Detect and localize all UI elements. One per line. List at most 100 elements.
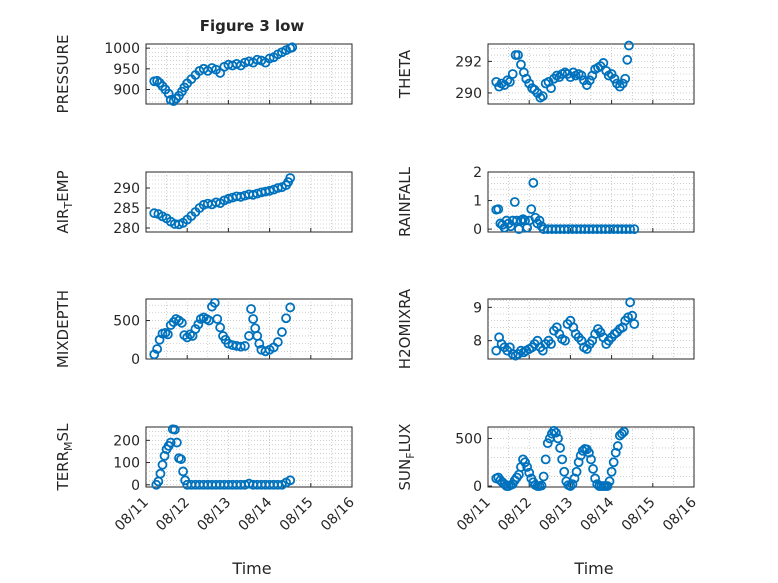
data-point bbox=[176, 317, 187, 328]
y-tick-label: 900 bbox=[113, 83, 140, 99]
y-tick-label: 0 bbox=[473, 222, 482, 238]
data-point bbox=[617, 428, 627, 439]
y-axis-label: H2OMIXRA bbox=[396, 288, 414, 369]
y-tick-label: 9 bbox=[473, 300, 482, 316]
data-point bbox=[606, 466, 617, 477]
data-point bbox=[272, 183, 283, 193]
y-axis-label-part: AIR bbox=[54, 209, 72, 234]
data-point bbox=[155, 468, 166, 479]
data-point bbox=[285, 475, 296, 486]
y-tick-label: 950 bbox=[113, 62, 140, 78]
data-point bbox=[546, 83, 556, 94]
x-axis-label-right: Time bbox=[573, 559, 613, 578]
data-point bbox=[513, 50, 523, 60]
data-point bbox=[165, 437, 176, 448]
data-point bbox=[546, 339, 556, 349]
data-point bbox=[168, 96, 179, 107]
y-tick-label: 0 bbox=[131, 352, 140, 368]
data-point bbox=[281, 313, 291, 324]
subplot-air-temp: 280 285 290 AIRTEMP bbox=[54, 170, 353, 237]
data-point bbox=[590, 473, 601, 484]
data-point bbox=[149, 349, 160, 360]
data-point bbox=[526, 204, 537, 215]
data-point bbox=[590, 329, 601, 339]
data-point bbox=[193, 319, 204, 330]
x-tick-label: 08/15 bbox=[277, 495, 317, 535]
data-point bbox=[560, 335, 570, 346]
data-point bbox=[608, 457, 619, 468]
data-point bbox=[595, 327, 606, 338]
y-axis-label-subscript: M bbox=[62, 441, 75, 451]
data-point bbox=[575, 450, 586, 461]
data-point bbox=[520, 457, 530, 468]
x-tick-label: 08/12 bbox=[495, 495, 535, 535]
data-point bbox=[609, 73, 620, 84]
y-tick-label: 100 bbox=[113, 456, 140, 472]
data-point bbox=[576, 70, 587, 81]
y-tick-label: 280 bbox=[113, 221, 140, 237]
data-point bbox=[555, 443, 565, 453]
y-tick-label: 500 bbox=[455, 431, 482, 447]
data-point bbox=[285, 173, 296, 183]
y-tick-label: 290 bbox=[113, 181, 140, 197]
data-point bbox=[549, 425, 559, 436]
data-point bbox=[522, 462, 533, 472]
data-point bbox=[625, 297, 636, 308]
y-axis-label: MIXDEPTH bbox=[54, 290, 72, 368]
y-tick-label: 292 bbox=[455, 54, 482, 70]
data-point bbox=[493, 204, 504, 215]
data-point bbox=[264, 53, 275, 64]
data-point bbox=[248, 314, 259, 324]
data-point bbox=[551, 427, 561, 438]
data-point bbox=[625, 224, 636, 235]
y-tick-label: 290 bbox=[455, 86, 482, 102]
data-point bbox=[528, 177, 539, 188]
data-point bbox=[586, 454, 596, 465]
data-point bbox=[602, 481, 613, 491]
data-point bbox=[581, 344, 592, 354]
x-tick-label: 08/14 bbox=[578, 494, 618, 534]
y-axis-label-part: TERR bbox=[54, 451, 72, 492]
y-tick-label: 8 bbox=[473, 334, 482, 350]
data-point bbox=[264, 185, 275, 196]
data-point bbox=[491, 345, 502, 356]
data-point bbox=[505, 221, 516, 232]
subplot-sun-flux: 0 500 08/11 08/12 08/13 08/14 08/15 08/16 SUNFLU… bbox=[396, 424, 700, 535]
data-point bbox=[246, 304, 256, 314]
subplot-h2omixra: 8 9 H2OMIXRA bbox=[396, 288, 695, 369]
data-point bbox=[537, 91, 548, 102]
data-point bbox=[542, 438, 553, 449]
data-point bbox=[176, 454, 186, 465]
y-tick-label: 200 bbox=[113, 433, 140, 449]
y-axis-label: TERRMSL bbox=[54, 423, 75, 492]
data-point bbox=[152, 344, 163, 354]
data-point bbox=[629, 319, 640, 329]
y-tick-label: 2 bbox=[473, 165, 482, 181]
data-point bbox=[235, 341, 246, 352]
data-point bbox=[534, 215, 545, 226]
data-point bbox=[178, 466, 188, 477]
x-tick-label: 08/16 bbox=[318, 494, 358, 534]
x-tick-label: 08/13 bbox=[536, 495, 576, 535]
y-axis-label-part: SUN bbox=[396, 459, 414, 491]
data-point bbox=[571, 466, 582, 477]
x-tick-label: 08/14 bbox=[236, 494, 276, 534]
data-point bbox=[536, 480, 547, 491]
data-point bbox=[169, 424, 180, 435]
data-point bbox=[554, 329, 565, 339]
x-tick-label: 08/11 bbox=[454, 495, 494, 535]
data-point bbox=[272, 337, 283, 347]
data-point bbox=[622, 54, 633, 65]
data-point bbox=[612, 441, 623, 451]
y-axis-label: SUNFLUX bbox=[396, 424, 417, 491]
y-tick-label: 0 bbox=[473, 479, 482, 495]
data-point bbox=[619, 426, 629, 437]
data-point bbox=[524, 467, 535, 478]
data-point bbox=[617, 78, 628, 89]
x-tick-label: 08/15 bbox=[619, 495, 659, 535]
y-tick-label: 0 bbox=[131, 478, 140, 494]
data-point bbox=[277, 327, 287, 337]
data-point bbox=[209, 297, 220, 308]
data-point bbox=[624, 40, 634, 51]
y-axis-label: AIRTEMP bbox=[54, 170, 75, 233]
